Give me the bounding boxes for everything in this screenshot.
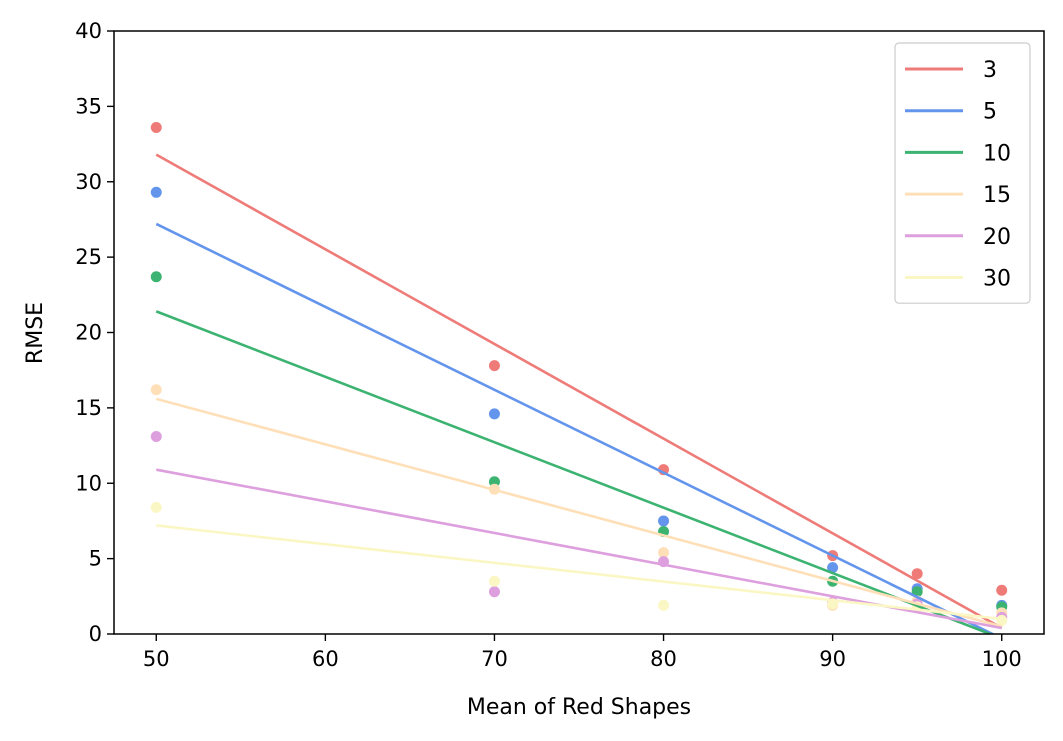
y-tick-label: 10 <box>75 471 102 495</box>
point-series-3-1 <box>488 360 500 372</box>
x-axis-title: Mean of Red Shapes <box>467 695 691 720</box>
point-series-5-3 <box>827 562 839 574</box>
point-series-30-2 <box>658 599 670 611</box>
x-tick-label: 90 <box>819 647 846 671</box>
point-series-3-5 <box>996 584 1008 596</box>
y-tick-label: 5 <box>89 547 102 571</box>
point-series-30-1 <box>488 575 500 587</box>
y-tick-label: 35 <box>75 94 102 118</box>
point-series-10-0 <box>150 271 162 283</box>
y-tick-label: 0 <box>89 622 102 646</box>
fit-line-series-5 <box>155 222 996 634</box>
legend-label-20: 20 <box>983 225 1011 250</box>
legend-label-15: 15 <box>983 183 1011 208</box>
point-series-20-0 <box>150 431 162 443</box>
legend-box <box>894 42 1031 304</box>
point-series-15-0 <box>150 384 162 396</box>
legend-label-10: 10 <box>983 141 1011 166</box>
fit-line-series-30 <box>156 524 1002 621</box>
fit-line-series-3 <box>155 153 1003 630</box>
point-series-3-4 <box>911 568 923 580</box>
fit-line-series-10 <box>155 310 994 634</box>
x-axis: 50 60 70 80 90 100 <box>143 634 1022 671</box>
y-tick-label: 40 <box>75 19 102 43</box>
point-series-5-2 <box>658 515 670 527</box>
point-series-15-2 <box>658 547 670 559</box>
point-series-20-1 <box>488 586 500 598</box>
point-series-30-0 <box>150 501 162 513</box>
x-tick-label: 60 <box>312 647 339 671</box>
x-tick-label: 70 <box>481 647 508 671</box>
y-tick-label: 15 <box>75 396 102 420</box>
legend-label-30: 30 <box>983 267 1011 292</box>
scatter-points <box>150 121 1008 626</box>
plot-area <box>150 121 1008 634</box>
x-tick-label: 100 <box>982 647 1022 671</box>
y-tick-label: 25 <box>75 245 102 269</box>
point-series-10-1 <box>488 476 500 488</box>
point-series-5-1 <box>488 408 500 420</box>
y-tick-label: 20 <box>75 321 102 345</box>
legend-label-3: 3 <box>983 58 997 83</box>
fit-lines <box>155 153 1003 634</box>
point-series-5-0 <box>150 186 162 198</box>
fit-line-series-15 <box>155 397 1003 628</box>
y-tick-label: 30 <box>75 170 102 194</box>
fit-line-series-20 <box>156 468 1002 630</box>
point-series-3-0 <box>150 121 162 133</box>
legend: 3 5 10 15 20 30 <box>894 42 1031 304</box>
y-axis: 0 5 10 15 20 25 30 35 40 <box>75 19 114 646</box>
x-tick-label: 80 <box>650 647 677 671</box>
y-axis-title: RMSE <box>23 302 48 364</box>
legend-label-5: 5 <box>983 100 997 125</box>
x-tick-label: 50 <box>143 647 170 671</box>
